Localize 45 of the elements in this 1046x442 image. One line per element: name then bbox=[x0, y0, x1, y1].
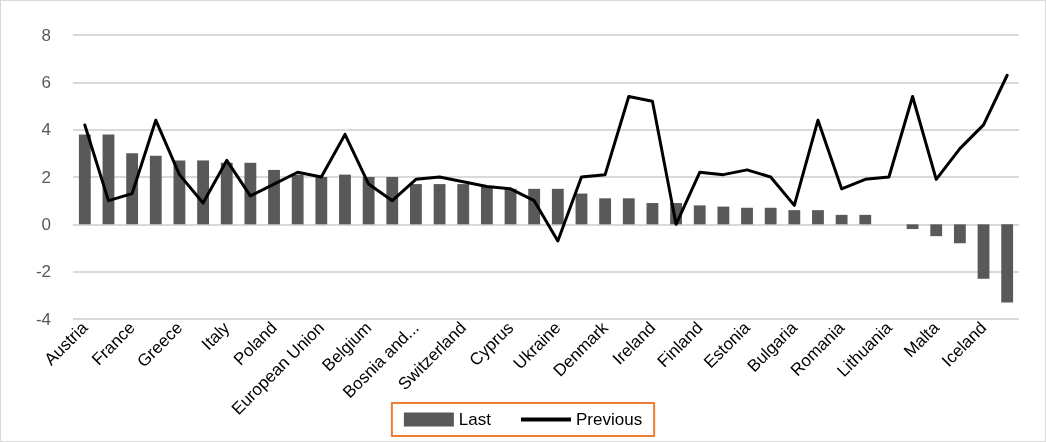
bar bbox=[788, 210, 801, 225]
y-tick-label: -2 bbox=[35, 262, 51, 282]
bar bbox=[906, 224, 919, 230]
bar bbox=[859, 214, 872, 225]
y-tick-label: 0 bbox=[41, 214, 51, 234]
bar bbox=[953, 224, 966, 244]
bar bbox=[764, 207, 777, 225]
bar bbox=[244, 162, 257, 225]
bar bbox=[78, 134, 91, 225]
x-tick-label: Italy bbox=[197, 317, 234, 354]
bar bbox=[149, 155, 162, 225]
bar bbox=[977, 224, 990, 279]
bar bbox=[410, 184, 422, 225]
y-tick-label: 6 bbox=[41, 72, 51, 92]
bar bbox=[812, 210, 824, 225]
bar bbox=[551, 188, 564, 225]
bar bbox=[315, 177, 328, 225]
bar bbox=[197, 160, 209, 225]
bar bbox=[291, 174, 304, 225]
y-tick-label: 8 bbox=[41, 25, 51, 45]
legend-label: Last bbox=[458, 410, 492, 429]
bar bbox=[622, 198, 635, 225]
bar bbox=[339, 174, 351, 225]
bar bbox=[362, 177, 375, 225]
bar bbox=[930, 224, 943, 237]
bar bbox=[1001, 224, 1014, 303]
bar bbox=[835, 214, 848, 225]
bar bbox=[268, 169, 280, 225]
legend-label: Previous bbox=[576, 410, 643, 429]
bar bbox=[717, 206, 730, 225]
y-tick-label: -4 bbox=[35, 309, 51, 329]
bar bbox=[386, 177, 399, 225]
bar bbox=[646, 203, 659, 225]
bar bbox=[433, 184, 446, 225]
bar bbox=[599, 198, 612, 225]
y-tick-label: 4 bbox=[41, 120, 51, 140]
y-tick-label: 2 bbox=[41, 167, 51, 187]
bar bbox=[220, 162, 233, 225]
line-series bbox=[83, 73, 1009, 243]
bar bbox=[575, 193, 588, 225]
bar bbox=[480, 186, 493, 225]
bar bbox=[126, 153, 139, 225]
bar bbox=[693, 205, 706, 225]
bar bbox=[457, 184, 470, 225]
bar bbox=[741, 207, 753, 225]
